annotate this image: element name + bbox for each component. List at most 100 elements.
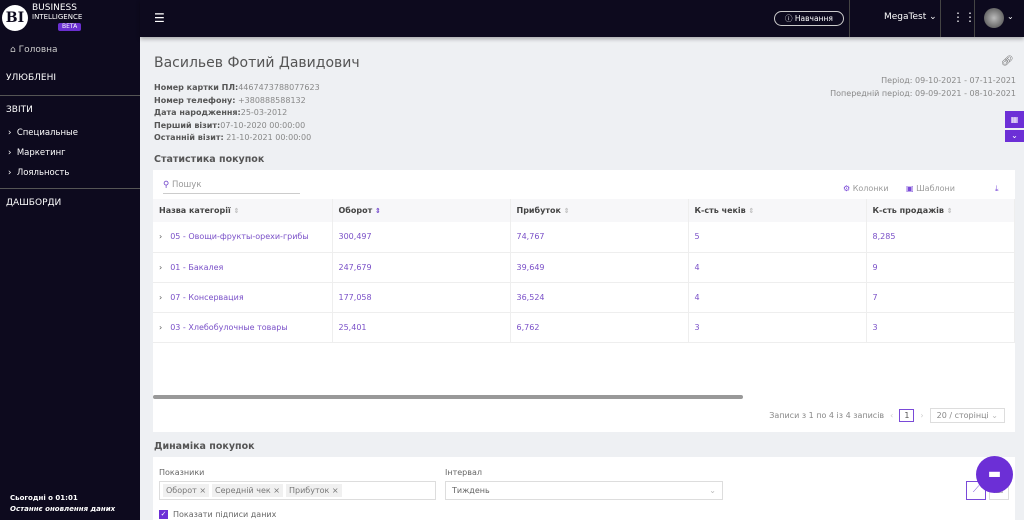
sidebar-item-home[interactable]: ⌂ Головна xyxy=(10,45,58,55)
cell-category[interactable]: › 01 - Бакалея xyxy=(153,252,333,283)
page-size-select[interactable]: 20 / сторінці ⌄ xyxy=(929,408,1005,423)
link-icon[interactable]: 🔗︎ xyxy=(1001,56,1014,67)
category-link[interactable]: 07 - Консервация xyxy=(170,292,244,302)
horizontal-scrollbar[interactable] xyxy=(153,395,743,399)
sidebar-item-special[interactable]: › Специальные xyxy=(8,128,78,138)
search-placeholder: Пошук xyxy=(171,180,202,190)
avatar[interactable] xyxy=(984,8,1004,28)
gear-icon: ⚙ xyxy=(843,184,851,193)
next-page-icon[interactable]: › xyxy=(920,411,924,420)
columns-label: Колонки xyxy=(852,184,889,193)
brand-line1: BUSINESS xyxy=(32,3,77,13)
table-row: › 07 - Консервация 177,058 36,524 4 7 xyxy=(153,282,1015,313)
field-label: Номер телефону: xyxy=(154,95,236,105)
chevron-down-icon: ⌄ xyxy=(1011,131,1018,140)
download-button[interactable]: ⤓ xyxy=(995,184,999,194)
expand-icon[interactable]: › xyxy=(159,292,163,302)
divider xyxy=(0,188,140,189)
header-sales[interactable]: К-сть продажів ⇕ xyxy=(866,199,1015,222)
cell: 74,767 xyxy=(510,222,689,253)
sidebar-section-reports[interactable]: ЗВІТИ xyxy=(6,105,33,115)
header-profit[interactable]: Прибуток ⇕ xyxy=(510,199,689,222)
account-name: MegaTest xyxy=(884,12,927,22)
show-labels-checkbox[interactable]: ✓ Показати підписи даних xyxy=(159,510,276,519)
chevron-down-icon: ⌄ xyxy=(709,486,716,495)
close-icon[interactable]: × xyxy=(273,486,280,495)
page-1-button[interactable]: 1 xyxy=(899,409,915,422)
report-panel-button[interactable]: ▦ xyxy=(1005,111,1024,128)
panel-collapse-button[interactable]: ⌄ xyxy=(1005,130,1024,142)
sort-icon[interactable]: ⇕ xyxy=(748,207,755,215)
header-label: Назва категорії xyxy=(159,206,231,215)
table-row: › 05 - Овощи-фрукты-орехи-грибы 300,497 74,… xyxy=(153,222,1015,253)
expand-icon[interactable]: › xyxy=(159,262,163,272)
sort-icon[interactable]: ⇕ xyxy=(946,207,953,215)
prev-page-icon[interactable]: ‹ xyxy=(890,411,894,420)
sidebar-section-favorites[interactable]: УЛЮБЛЕНІ xyxy=(6,73,57,83)
topbar: ☰ ⓘ Навчання MegaTest ⌄ ⋮⋮ ⌄ xyxy=(140,0,1024,37)
header-category[interactable]: Назва категорії ⇕ xyxy=(153,199,333,222)
category-link[interactable]: 03 - Хлебобулочные товары xyxy=(170,322,288,332)
home-icon: ⌂ xyxy=(10,45,16,55)
interval-label: Інтервал xyxy=(445,468,482,477)
apps-grid-icon[interactable]: ⋮⋮ xyxy=(952,10,976,24)
cell: 6,762 xyxy=(510,312,689,343)
columns-button[interactable]: ⚙ Колонки xyxy=(843,184,889,193)
logo[interactable]: BI BUSINESS INTELLIGENCE BETA xyxy=(2,4,82,31)
save-icon: ▣ xyxy=(906,184,914,193)
sort-desc-icon[interactable]: ⇕ xyxy=(375,207,381,215)
cell: 25,401 xyxy=(332,312,511,343)
period-previous: Попередній період: 09-09-2021 - 08-10-20… xyxy=(830,89,1016,98)
header-checks[interactable]: К-сть чеків ⇕ xyxy=(688,199,867,222)
close-icon[interactable]: × xyxy=(331,486,339,495)
menu-toggle-icon[interactable]: ☰ xyxy=(154,11,165,25)
search-input[interactable]: ⚲ Пошук xyxy=(163,180,300,194)
close-icon[interactable]: × xyxy=(199,486,207,495)
cell-category[interactable]: › 05 - Овощи-фрукты-орехи-грибы xyxy=(153,222,333,253)
line-chart-icon: ⟋ xyxy=(972,485,980,495)
tag-label: Середній чек xyxy=(215,486,271,495)
cell-category[interactable]: › 03 - Хлебобулочные товары xyxy=(153,312,333,343)
tag-label: Прибуток xyxy=(288,486,330,495)
header-label: К-сть чеків xyxy=(694,206,746,215)
learn-button[interactable]: ⓘ Навчання xyxy=(774,11,844,26)
last-update-caption: Останнє оновлення даних xyxy=(10,505,116,513)
interval-value: Тиждень xyxy=(452,486,490,495)
sidebar: BI BUSINESS INTELLIGENCE BETA ⌂ Головна УЛ… xyxy=(0,0,140,520)
page-title: Васильев Фотий Давидович xyxy=(154,55,360,71)
cell: 3 xyxy=(866,312,1015,343)
last-update-time: Сьогодні о 01:01 xyxy=(10,494,78,502)
records-info: Записи з 1 по 4 із 4 записів xyxy=(769,411,885,420)
cell: 177,058 xyxy=(332,282,511,313)
sidebar-item-loyalty[interactable]: › Лояльность xyxy=(8,168,69,178)
download-icon: ⤓ xyxy=(995,184,999,193)
sort-icon[interactable]: ⇕ xyxy=(563,207,570,215)
last-update: Сьогодні о 01:01 Останнє оновлення даних xyxy=(10,493,115,515)
templates-button[interactable]: ▣ Шаблони xyxy=(906,184,955,193)
category-link[interactable]: 01 - Бакалея xyxy=(170,262,224,272)
sidebar-item-marketing[interactable]: › Маркетинг xyxy=(8,148,66,158)
category-link[interactable]: 05 - Овощи-фрукты-орехи-грибы xyxy=(170,232,309,242)
section-title-dynamics: Динаміка покупок xyxy=(154,441,255,452)
cell: 5 xyxy=(688,222,867,253)
field-value: +380888588132 xyxy=(237,95,306,105)
metrics-label: Показники xyxy=(159,468,205,477)
sidebar-section-dashboards[interactable]: ДАШБОРДИ xyxy=(6,198,62,208)
metrics-select[interactable]: Оборот × Середній чек × Прибуток × xyxy=(159,481,436,500)
expand-icon[interactable]: › xyxy=(159,322,163,332)
cell: 300,497 xyxy=(332,222,511,253)
chevron-down-icon[interactable]: ⌄ xyxy=(1007,12,1014,21)
sort-icon[interactable]: ⇕ xyxy=(233,207,240,215)
table-row: › 01 - Бакалея 247,679 39,649 4 9 xyxy=(153,252,1015,283)
cell: 8,285 xyxy=(866,222,1015,253)
header-turnover[interactable]: Оборот ⇕ xyxy=(332,199,511,222)
cell: 9 xyxy=(866,252,1015,283)
cell-category[interactable]: › 07 - Консервация xyxy=(153,282,333,313)
expand-icon[interactable]: › xyxy=(159,232,163,242)
divider xyxy=(940,0,941,37)
interval-select[interactable]: Тиждень ⌄ xyxy=(445,481,723,500)
account-selector[interactable]: MegaTest ⌄ xyxy=(884,12,937,22)
chat-button[interactable]: ▬ xyxy=(976,456,1013,493)
show-labels-label: Показати підписи даних xyxy=(173,510,277,519)
question-icon: ⓘ xyxy=(785,14,793,23)
